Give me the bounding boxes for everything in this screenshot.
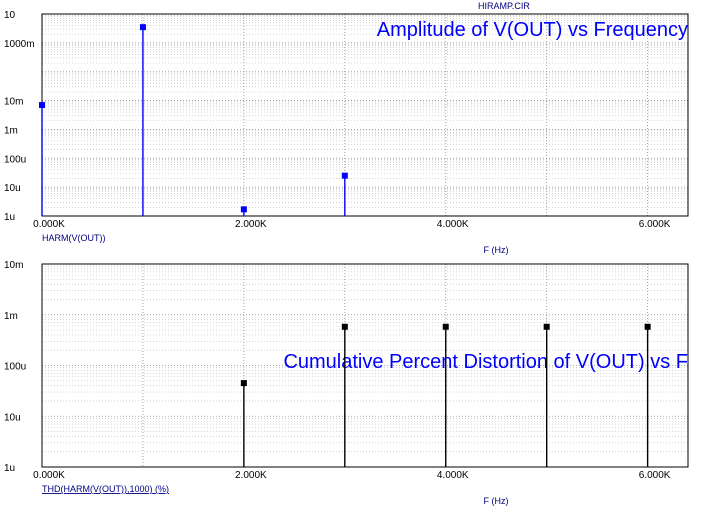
y-tick-label: 10m (4, 97, 23, 108)
file-title: HIRAMP.CIR (478, 1, 530, 11)
data-point (442, 323, 449, 330)
trace-label: HARM(V(OUT)) (42, 233, 106, 243)
data-point (341, 172, 348, 179)
y-tick-label: 100u (4, 154, 26, 165)
x-axis-label: F (Hz) (484, 245, 509, 255)
y-tick-label: 10u (4, 183, 21, 194)
data-point (39, 102, 45, 109)
top-plot: 10 1000m 10m 1m 100u 10u 1u 0.000K 2.000K 4.000K 6… (4, 10, 689, 255)
data-point (341, 323, 348, 330)
y-tick-label: 10u (4, 412, 21, 423)
x-tick-label: 0.000K (33, 470, 65, 481)
x-tick-label: 2.000K (235, 219, 267, 230)
y-tick-label: 1u (4, 463, 15, 474)
data-point (543, 323, 550, 330)
data-point (240, 206, 247, 213)
y-tick-label: 100u (4, 362, 26, 373)
x-axis-label: F (Hz) (484, 496, 509, 506)
trace-label: THD(HARM(V(OUT)),1000) (%) (42, 484, 169, 494)
y-tick-label: 1u (4, 212, 15, 223)
y-tick-label: 1m (4, 311, 18, 322)
x-tick-label: 2.000K (235, 470, 267, 481)
y-tick-label: 10 (4, 10, 16, 21)
y-tick-label: 1m (4, 125, 18, 136)
chart-title: Amplitude of V(OUT) vs Frequency (377, 19, 688, 41)
data-point (644, 323, 651, 330)
bottom-plot: 10m 1m 100u 10u 1u 0.000K 2.000K 4.000K 6.000K TH… (4, 260, 689, 506)
data-point (139, 24, 146, 31)
plot-frame (41, 263, 689, 468)
y-tick-label: 10m (4, 260, 23, 271)
x-tick-label: 4.000K (437, 470, 469, 481)
data-point (240, 380, 247, 387)
x-tick-label: 6.000K (639, 470, 671, 481)
x-tick-label: 0.000K (33, 219, 65, 230)
x-tick-label: 6.000K (639, 219, 671, 230)
y-tick-label: 1000m (4, 39, 35, 50)
chart-title: Cumulative Percent Distortion of V(OUT) … (283, 351, 688, 373)
x-tick-label: 4.000K (437, 219, 469, 230)
